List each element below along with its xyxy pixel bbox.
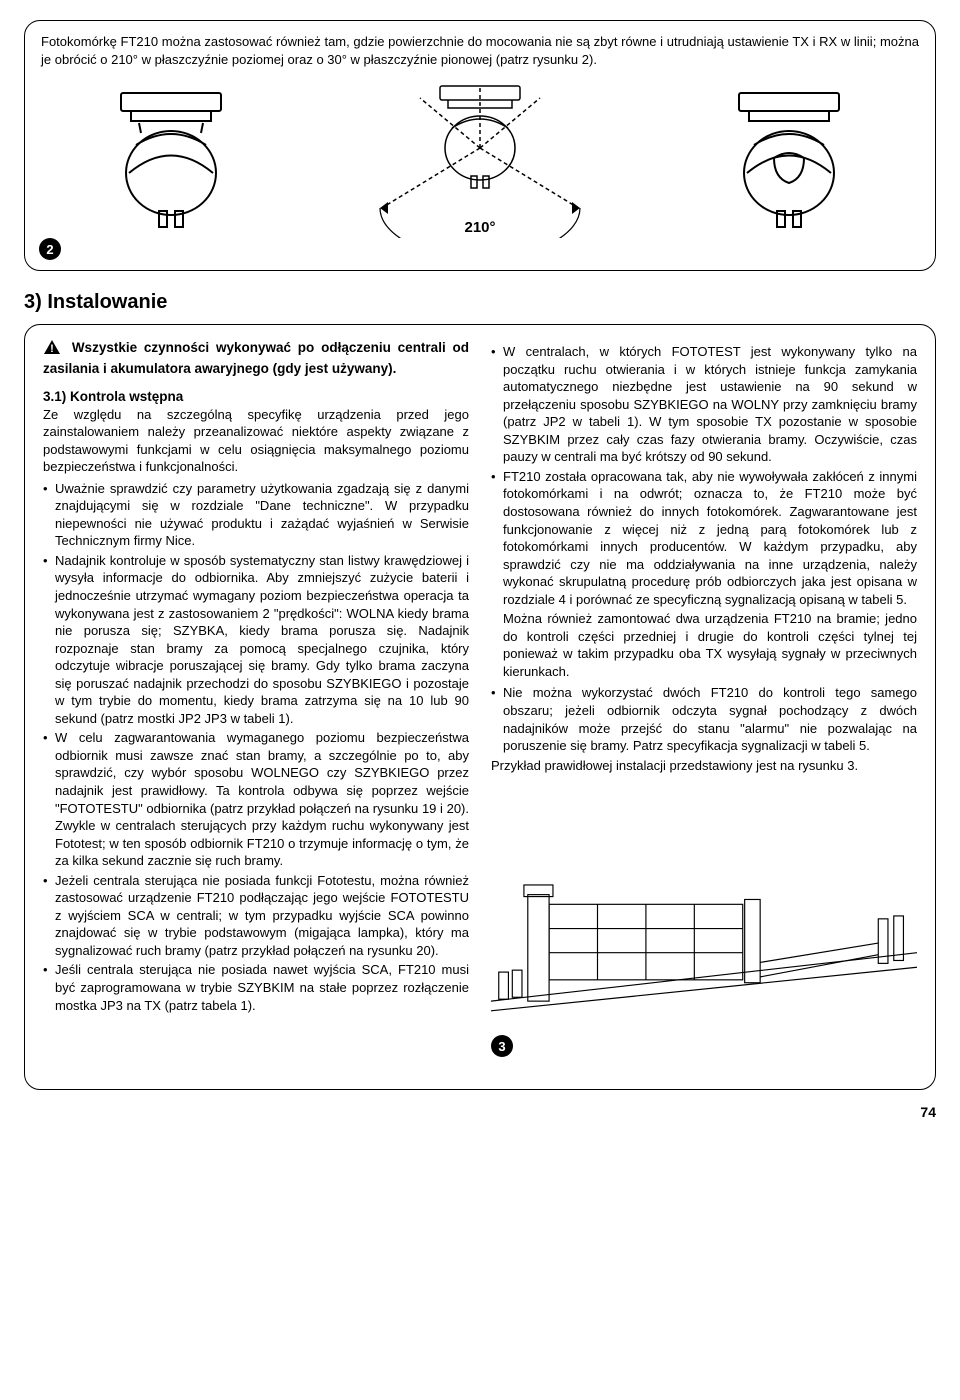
- list-item: Jeśli centrala sterująca nie posiada naw…: [43, 961, 469, 1014]
- list-item: Uważnie sprawdzić czy parametry użytkowa…: [43, 480, 469, 550]
- gate-installation-icon: [491, 804, 917, 1024]
- warning-triangle-icon: !: [43, 339, 61, 360]
- right-bullet-list-2: Nie można wykorzystać dwóch FT210 do kon…: [491, 684, 917, 754]
- figure-3-wrapper: 3: [491, 804, 917, 1029]
- install-content-box: ! Wszystkie czynności wykonywać po odłąc…: [24, 324, 936, 1090]
- subsection-title: 3.1) Kontrola wstępna: [43, 389, 469, 404]
- figure-2-images: 210°: [41, 78, 919, 238]
- list-item: W celu zagwarantowania wymaganego poziom…: [43, 729, 469, 869]
- warning-text: Wszystkie czynności wykonywać po odłącze…: [43, 340, 469, 376]
- figure-2-box: Fotokomórkę FT210 można zastosować równi…: [24, 20, 936, 271]
- device-left-icon: [81, 83, 261, 233]
- rotation-label: 210°: [464, 219, 495, 236]
- left-column: ! Wszystkie czynności wykonywać po odłąc…: [43, 339, 469, 1029]
- figure-2-number: 2: [39, 238, 61, 260]
- figure-3-number: 3: [491, 1035, 513, 1057]
- list-item: Jeżeli centrala sterująca nie posiada fu…: [43, 872, 469, 960]
- device-right-icon: [699, 83, 879, 233]
- intro-text: Ze względu na szczególną specyfikę urząd…: [43, 406, 469, 476]
- list-item: Nadajnik kontroluje w sposób systematycz…: [43, 552, 469, 727]
- warning-paragraph: ! Wszystkie czynności wykonywać po odłąc…: [43, 339, 469, 378]
- svg-text:!: !: [50, 343, 54, 355]
- right-column: W centralach, w których FOTOTEST jest wy…: [491, 339, 917, 1029]
- section-title: 3) Instalowanie: [24, 291, 936, 314]
- list-item: FT210 została opracowana tak, aby nie wy…: [491, 468, 917, 608]
- left-bullet-list: Uważnie sprawdzić czy parametry użytkowa…: [43, 480, 469, 1014]
- right-bullet-list: W centralach, w których FOTOTEST jest wy…: [491, 343, 917, 608]
- figure-2-caption: Fotokomórkę FT210 można zastosować równi…: [41, 33, 919, 68]
- list-item: W centralach, w których FOTOTEST jest wy…: [491, 343, 917, 466]
- right-final-line: Przykład prawidłowej instalacji przedsta…: [491, 757, 917, 775]
- rotation-diagram-icon: 210°: [340, 78, 620, 238]
- two-column-layout: ! Wszystkie czynności wykonywać po odłąc…: [43, 339, 917, 1029]
- right-continuation: Można również zamontować dwa urządzenia …: [491, 610, 917, 680]
- list-item: Nie można wykorzystać dwóch FT210 do kon…: [491, 684, 917, 754]
- page-number: 74: [24, 1104, 936, 1120]
